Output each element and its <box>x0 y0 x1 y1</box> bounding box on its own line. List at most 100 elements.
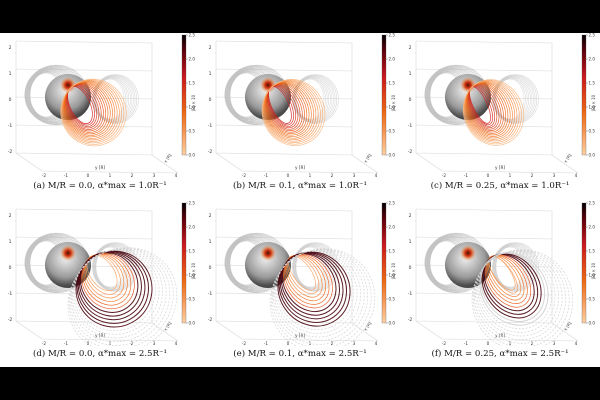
colorbar-label: |B| × 10 <box>391 262 396 279</box>
grey-field-lines <box>424 232 539 294</box>
x-axis-label: x [R] <box>363 321 373 332</box>
y-tick-label: 0 <box>487 173 490 178</box>
z-tick-label: -2 <box>408 317 413 323</box>
colorbar <box>181 202 187 324</box>
x-axis-label: x [R] <box>563 321 573 332</box>
colorbar-tick-label: 0.5 <box>589 297 596 302</box>
colorbar-label: |B| × 10 <box>191 94 196 111</box>
colorbar-tick-label: 0.0 <box>189 321 196 326</box>
y-tick-label: 2 <box>131 173 134 178</box>
colorbar-tick-label: 2.5 <box>189 201 196 206</box>
y-tick-label: -2 <box>42 173 47 178</box>
coloured-field-lines <box>462 79 525 146</box>
panel-caption: (f) M/R = 0.25, α*max = 2.5R⁻¹ <box>431 349 569 359</box>
colorbar-tick-label: 2.0 <box>189 57 196 62</box>
colorbar-tick-label: 1.0 <box>389 105 396 110</box>
y-tick-label: -2 <box>242 173 247 178</box>
y-tick-label: -2 <box>442 173 447 178</box>
z-tick-label: 0 <box>9 97 12 103</box>
z-tick-label: 0 <box>409 97 412 103</box>
colorbar-tick-label: 2.5 <box>589 33 596 38</box>
colorbar-tick-label: 1.5 <box>589 249 596 254</box>
x-axis-label: x [R] <box>363 153 373 164</box>
z-tick-label: 1 <box>209 71 212 77</box>
hotspot <box>260 245 276 261</box>
y-axis-label: y [R] <box>295 333 305 338</box>
hotspot <box>460 245 476 261</box>
z-tick-label: 2 <box>209 213 212 219</box>
y-tick-label: 4 <box>175 341 178 346</box>
z-tick-label: -2 <box>8 317 13 323</box>
hotspot <box>460 77 476 93</box>
y-tick-label: 2 <box>531 341 534 346</box>
y-tick-label: -2 <box>442 341 447 346</box>
colorbar-tick-label: 1.5 <box>589 81 596 86</box>
x-axis-label: x [R] <box>563 153 573 164</box>
y-tick-label: 2 <box>331 173 334 178</box>
z-tick-label: -1 <box>208 123 213 129</box>
y-tick-label: -2 <box>42 341 47 346</box>
colorbar-tick-label: 2.0 <box>589 57 596 62</box>
y-tick-label: 3 <box>353 341 356 346</box>
y-tick-label: 3 <box>553 173 556 178</box>
colorbar-tick-label: 0.5 <box>389 129 396 134</box>
hotspot <box>60 245 76 261</box>
colorbar-tick-label: 0.5 <box>189 297 196 302</box>
colorbar-label: |B| × 10 <box>391 94 396 111</box>
figure-panel: -2 -1 0 1 2 -2 -1 0 1 2 3 4 y [R] x [R] 0.0 0.5 1.0 1.5 2.… <box>202 201 398 361</box>
colorbar-tick-label: 0.0 <box>189 153 196 158</box>
y-tick-label: 4 <box>575 341 578 346</box>
y-tick-label: -1 <box>464 173 469 178</box>
coloured-field-lines <box>60 78 127 147</box>
y-tick-label: 0 <box>87 341 90 346</box>
z-tick-label: 0 <box>209 265 212 271</box>
panel-caption: (a) M/R = 0.0, α*max = 1.0R⁻¹ <box>33 181 167 191</box>
colorbar-tick-label: 1.0 <box>589 273 596 278</box>
y-axis-label: y [R] <box>95 333 105 338</box>
y-tick-label: 2 <box>331 341 334 346</box>
y-tick-label: 4 <box>575 173 578 178</box>
colorbar-tick-label: 2.0 <box>389 57 396 62</box>
z-tick-label: -1 <box>408 123 413 129</box>
y-tick-label: -1 <box>464 341 469 346</box>
z-tick-label: 0 <box>409 265 412 271</box>
axes-box <box>15 208 179 342</box>
figure-page: -2 -1 0 1 2 -2 -1 0 1 2 3 4 y [R] x [R] 0.0 0.5 1.0 1.5 2.… <box>0 33 600 367</box>
colorbar-tick-label: 1.5 <box>389 81 396 86</box>
y-tick-label: 2 <box>531 173 534 178</box>
y-tick-label: 1 <box>109 173 112 178</box>
y-tick-label: 1 <box>309 173 312 178</box>
figure-panel: -2 -1 0 1 2 -2 -1 0 1 2 3 4 y [R] x [R] 0.0 0.5 1.0 1.5 2.… <box>2 33 198 193</box>
y-tick-label: 4 <box>375 341 378 346</box>
z-tick-label: 2 <box>409 213 412 219</box>
y-axis-label: y [R] <box>495 165 505 170</box>
colorbar-tick-label: 2.0 <box>589 225 596 230</box>
colorbar <box>181 34 187 156</box>
colorbar-tick-label: 0.5 <box>189 129 196 134</box>
hotspot <box>260 77 276 93</box>
y-tick-label: -1 <box>264 173 269 178</box>
y-tick-label: -2 <box>242 341 247 346</box>
panel-caption: (b) M/R = 0.1, α*max = 1.0R⁻¹ <box>233 181 367 191</box>
y-tick-label: 0 <box>487 341 490 346</box>
y-tick-label: 0 <box>287 173 290 178</box>
z-tick-label: -1 <box>408 291 413 297</box>
y-tick-label: -1 <box>64 173 69 178</box>
colorbar-tick-label: 0.5 <box>589 129 596 134</box>
axes-box <box>215 40 379 174</box>
hotspot <box>60 77 76 93</box>
z-tick-label: -2 <box>208 149 213 155</box>
axes-box <box>15 40 179 174</box>
z-tick-label: 1 <box>9 239 12 245</box>
colorbar <box>381 34 387 156</box>
colorbar-label: |B| × 10 <box>591 94 596 111</box>
y-tick-label: 1 <box>509 173 512 178</box>
y-tick-label: 1 <box>109 341 112 346</box>
colorbar-tick-label: 1.0 <box>189 105 196 110</box>
colorbar-tick-label: 1.5 <box>389 249 396 254</box>
y-tick-label: 3 <box>153 341 156 346</box>
colorbar-tick-label: 0.5 <box>389 297 396 302</box>
